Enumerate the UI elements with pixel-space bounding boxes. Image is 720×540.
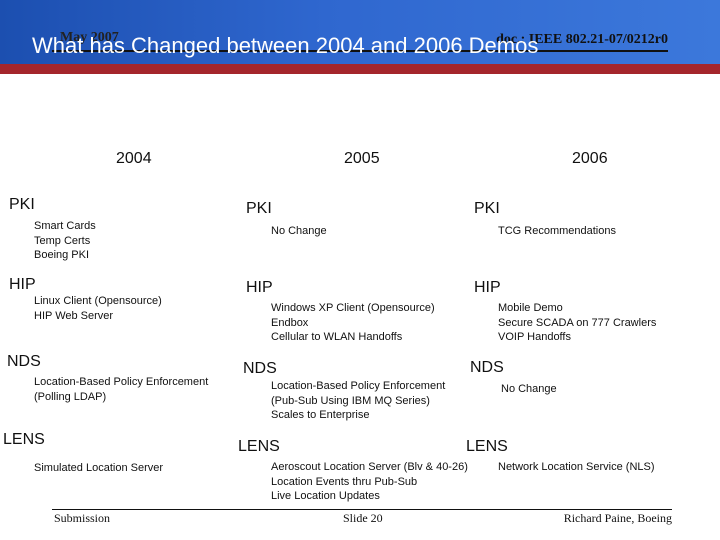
detail-line: (Polling LDAP) xyxy=(34,390,107,403)
detail-line: Secure SCADA on 777 Crawlers xyxy=(498,316,657,329)
section-lens-2005: LENS xyxy=(238,438,280,455)
details-pki-2005: No Change xyxy=(271,224,327,239)
footer-submission: Submission xyxy=(54,511,111,525)
detail-line: Windows XP Client (Opensource) xyxy=(271,302,435,314)
detail-line: Location-Based Policy Enforcement xyxy=(271,380,446,392)
details-pki-2004: Smart Cards Temp Certs Boeing PKI xyxy=(34,219,96,263)
detail-line: Scales to Enterprise xyxy=(271,409,370,421)
header-doc-id: doc.: IEEE 802.21-07/0212r0 xyxy=(496,32,668,47)
detail-line: Location-Based Policy Enforcement xyxy=(34,376,209,388)
section-nds-2006: NDS xyxy=(470,359,504,376)
footer-slide-number: Slide 20 xyxy=(343,511,383,525)
section-lens-2004: LENS xyxy=(3,431,45,448)
section-nds-2004: NDS xyxy=(7,353,41,370)
section-hip-2006: HIP xyxy=(474,279,501,296)
detail-line: Linux Client (Opensource) xyxy=(34,295,162,307)
details-lens-2005: Aeroscout Location Server (Blv & 40-26) … xyxy=(271,460,468,504)
detail-line: HIP Web Server xyxy=(34,309,114,322)
year-heading-2005: 2005 xyxy=(344,150,380,167)
details-hip-2005: Windows XP Client (Opensource) Endbox Ce… xyxy=(271,301,435,345)
details-lens-2004: Simulated Location Server xyxy=(34,461,163,476)
section-pki-2005: PKI xyxy=(246,200,272,217)
details-pki-2006: TCG Recommendations xyxy=(498,224,616,239)
section-hip-2004: HIP xyxy=(9,276,36,293)
details-lens-2006: Network Location Service (NLS) xyxy=(498,460,655,475)
details-nds-2005: Location-Based Policy Enforcement (Pub-S… xyxy=(271,379,445,423)
detail-line: No Change xyxy=(501,383,557,395)
details-hip-2006: Mobile Demo Secure SCADA on 777 Crawlers… xyxy=(498,301,656,345)
detail-line: (Pub-Sub Using IBM MQ Series) xyxy=(271,394,430,407)
detail-line: Boeing PKI xyxy=(34,249,90,261)
section-pki-2004: PKI xyxy=(9,196,35,213)
detail-line: Aeroscout Location Server (Blv & 40-26) xyxy=(271,461,468,473)
slide-title: What has Changed between 2004 and 2006 D… xyxy=(32,33,539,58)
section-hip-2005: HIP xyxy=(246,279,273,296)
section-nds-2005: NDS xyxy=(243,360,277,377)
detail-line: TCG Recommendations xyxy=(498,225,616,237)
header-date: May 2007 xyxy=(60,30,119,45)
footer-author: Richard Paine, Boeing xyxy=(563,511,672,525)
detail-line: Location Events thru Pub-Sub xyxy=(271,475,418,488)
details-nds-2006: No Change xyxy=(501,382,557,397)
detail-line: Smart Cards xyxy=(34,220,96,232)
year-heading-2004: 2004 xyxy=(116,150,152,167)
footer-rule xyxy=(52,509,672,510)
title-banner xyxy=(0,0,720,64)
detail-line: Endbox xyxy=(271,316,309,329)
header-rule xyxy=(52,50,668,52)
accent-bar xyxy=(0,64,720,74)
year-heading-2006: 2006 xyxy=(572,150,608,167)
details-nds-2004: Location-Based Policy Enforcement (Polli… xyxy=(34,375,208,404)
detail-line: Live Location Updates xyxy=(271,490,380,502)
detail-line: VOIP Handoffs xyxy=(498,331,571,343)
detail-line: Temp Certs xyxy=(34,234,91,247)
section-pki-2006: PKI xyxy=(474,200,500,217)
section-lens-2006: LENS xyxy=(466,438,508,455)
details-hip-2004: Linux Client (Opensource) HIP Web Server xyxy=(34,294,162,323)
detail-line: Network Location Service (NLS) xyxy=(498,461,655,473)
detail-line: Simulated Location Server xyxy=(34,462,164,474)
detail-line: No Change xyxy=(271,225,327,237)
detail-line: Mobile Demo xyxy=(498,302,563,314)
detail-line: Cellular to WLAN Handoffs xyxy=(271,331,403,343)
